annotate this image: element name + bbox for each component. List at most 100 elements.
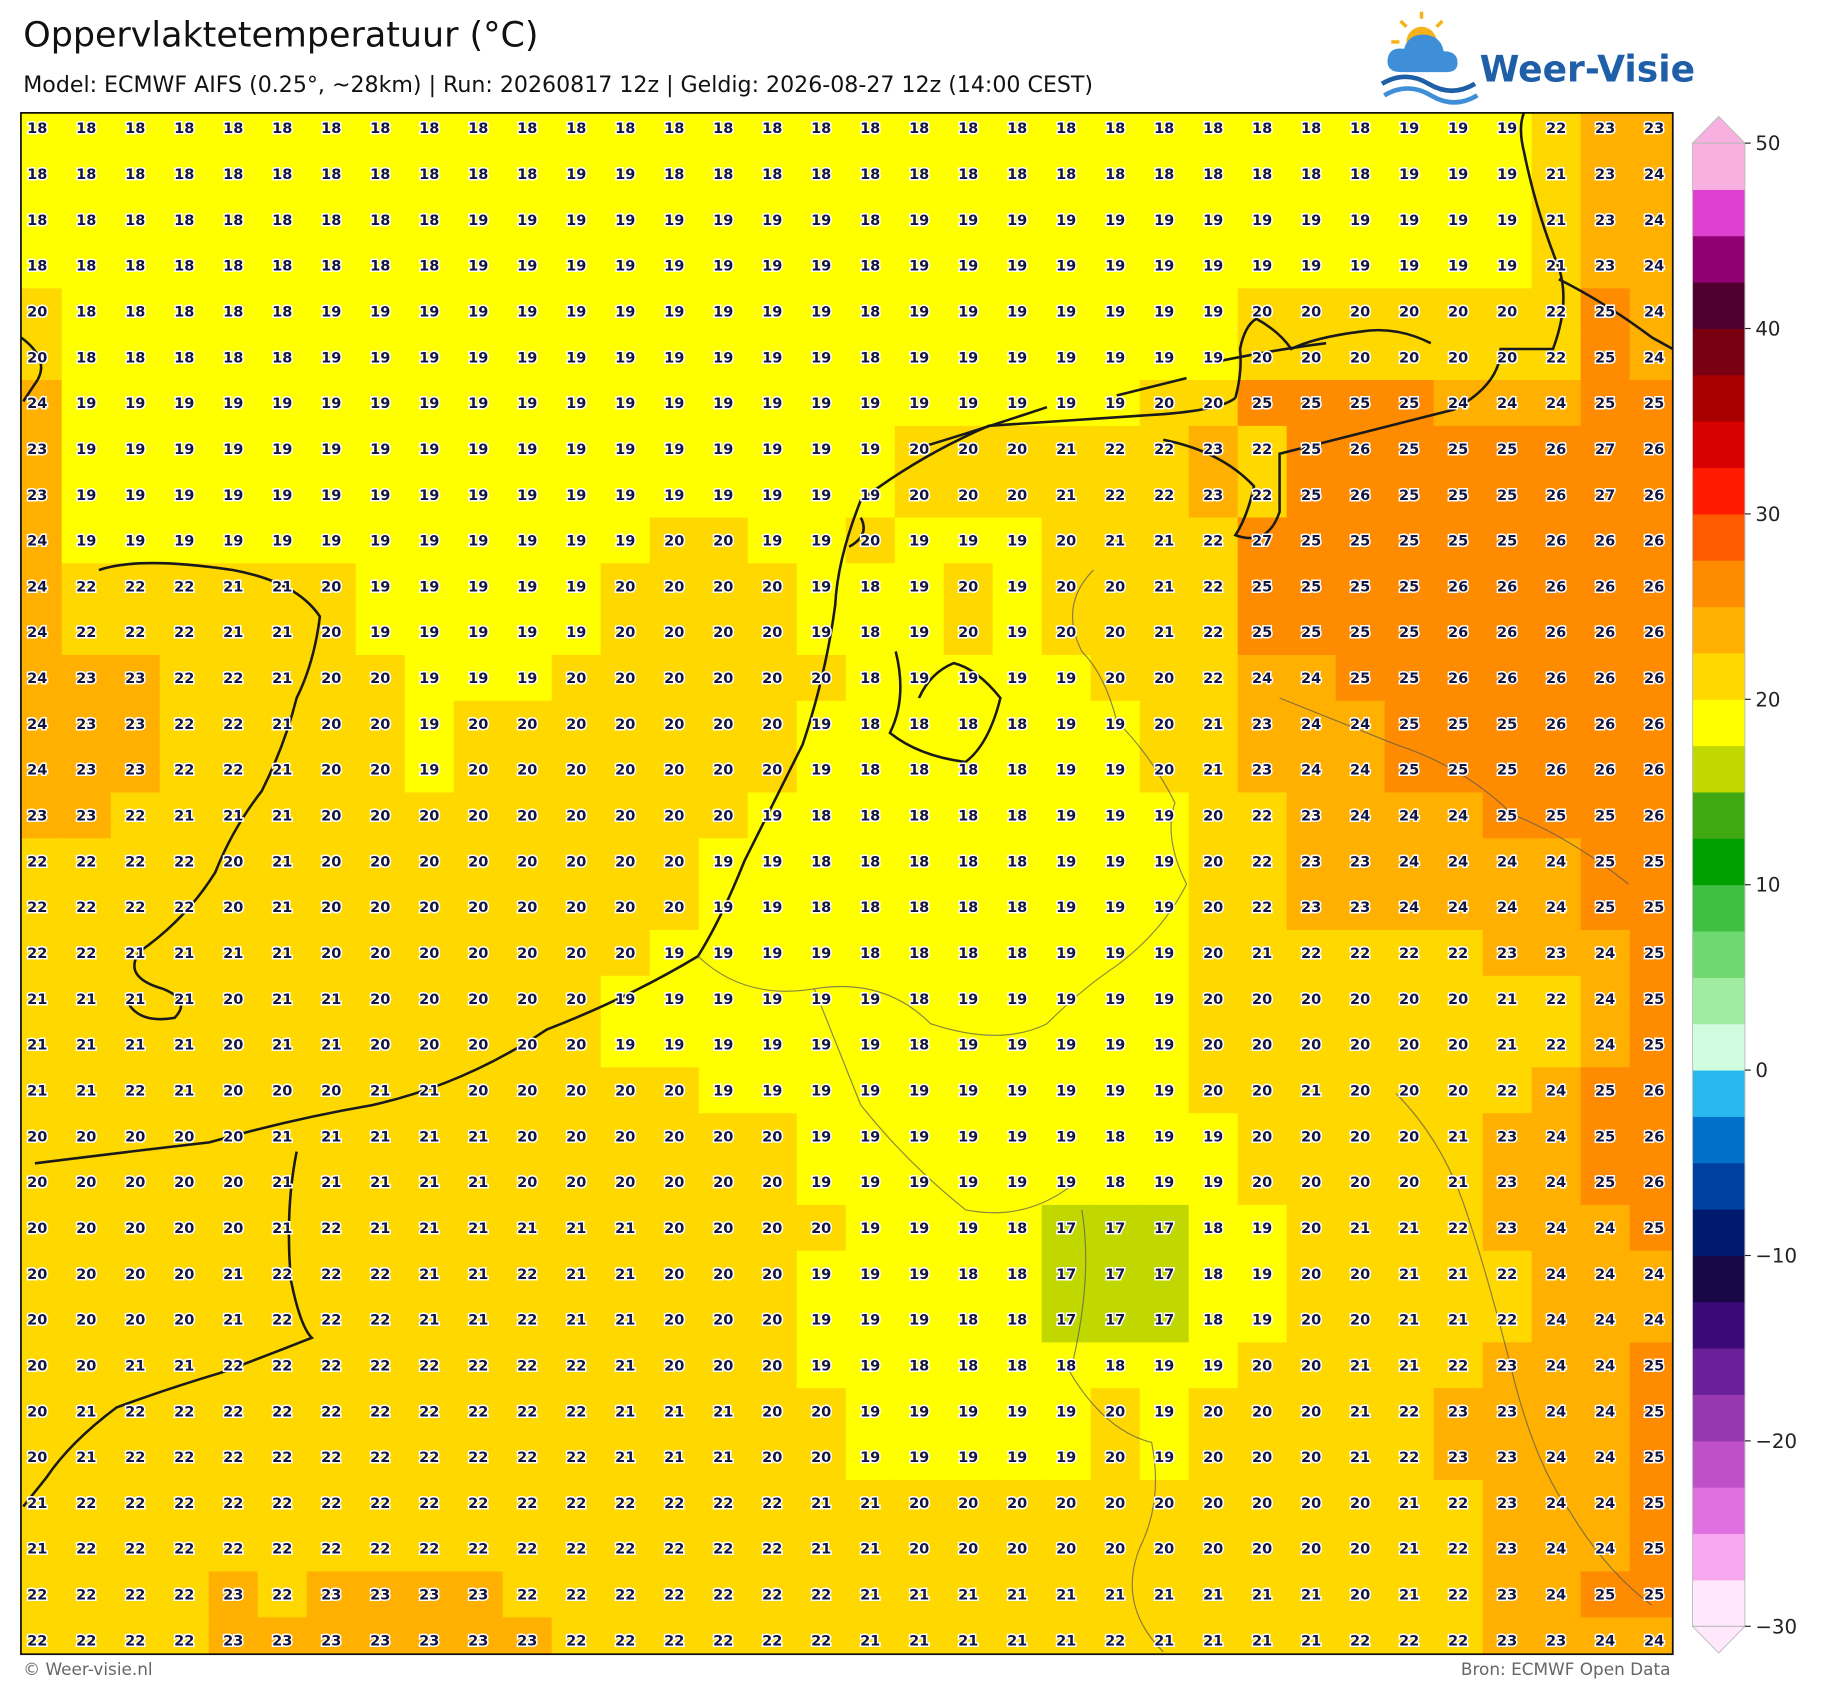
temperature-label: 20 — [517, 1038, 537, 1054]
temperature-label: 22 — [223, 1542, 243, 1558]
temperature-label: 19 — [1056, 1175, 1076, 1191]
temperature-label: 25 — [1252, 396, 1272, 412]
temperature-label: 26 — [1448, 579, 1468, 595]
temperature-label: 18 — [860, 259, 880, 275]
temperature-label: 23 — [125, 717, 145, 733]
temperature-label: 22 — [370, 1496, 390, 1512]
temperature-label: 19 — [958, 1450, 978, 1466]
temperature-label: 20 — [811, 1450, 831, 1466]
temperature-label: 25 — [1644, 1404, 1664, 1420]
temperature-label: 26 — [1350, 488, 1370, 504]
temperature-label: 20 — [517, 1129, 537, 1145]
temperature-label: 19 — [566, 442, 586, 458]
temperature-label: 22 — [468, 1496, 488, 1512]
temperature-cell — [404, 380, 455, 427]
temperature-label: 22 — [272, 1313, 292, 1329]
temperature-label: 21 — [468, 1313, 488, 1329]
temperature-label: 20 — [664, 854, 684, 870]
temperature-label: 19 — [615, 992, 635, 1008]
temperature-cell — [208, 380, 259, 427]
temperature-label: 18 — [958, 763, 978, 779]
temperature-label: 23 — [1497, 1496, 1517, 1512]
temperature-label: 22 — [1252, 900, 1272, 916]
temperature-label: 20 — [664, 671, 684, 687]
temperature-label: 19 — [860, 396, 880, 412]
temperature-cell — [600, 242, 651, 290]
temperature-label: 20 — [664, 579, 684, 595]
temperature-label: 19 — [1007, 1129, 1027, 1145]
temperature-label: 24 — [1497, 900, 1517, 916]
temperature-cell — [1433, 112, 1484, 152]
temperature-cell — [20, 196, 63, 244]
temperature-cell — [20, 242, 63, 290]
temperature-label: 26 — [1497, 625, 1517, 641]
temperature-label: 23 — [1546, 946, 1566, 962]
temperature-cell — [20, 380, 63, 427]
temperature-label: 19 — [1007, 304, 1027, 320]
temperature-label: 19 — [370, 350, 390, 366]
temperature-label: 22 — [1497, 1084, 1517, 1100]
temperature-label: 19 — [860, 1084, 880, 1100]
temperature-label: 18 — [909, 763, 929, 779]
temperature-label: 19 — [762, 946, 782, 962]
temperature-label: 21 — [1154, 534, 1174, 550]
temperature-label: 20 — [223, 1175, 243, 1191]
temperature-cell — [355, 150, 406, 198]
temperature-label: 20 — [321, 946, 341, 962]
temperature-label: 22 — [566, 1496, 586, 1512]
temperature-cell — [747, 334, 798, 381]
temperature-cell — [845, 196, 896, 244]
colorbar-tick-label: 20 — [1755, 688, 1780, 711]
temperature-label: 19 — [958, 1038, 978, 1054]
temperature-cell — [1580, 242, 1631, 290]
temperature-cell — [1531, 380, 1582, 427]
temperature-cell — [502, 242, 553, 290]
temperature-label: 18 — [1007, 717, 1027, 733]
temperature-label: 19 — [664, 946, 684, 962]
temperature-cell — [404, 196, 455, 244]
temperature-label: 21 — [272, 809, 292, 825]
temperature-cell — [1188, 380, 1239, 427]
temperature-label: 25 — [1644, 1588, 1664, 1604]
temperature-label: 20 — [1301, 1313, 1321, 1329]
temperature-label: 26 — [1448, 671, 1468, 687]
temperature-label: 19 — [713, 992, 733, 1008]
temperature-label: 18 — [958, 809, 978, 825]
temperature-label: 22 — [1448, 1633, 1468, 1649]
temperature-label: 22 — [1105, 1633, 1125, 1649]
temperature-label: 24 — [27, 671, 47, 687]
temperature-label: 18 — [958, 1358, 978, 1374]
temperature-label: 17 — [1056, 1267, 1076, 1283]
temperature-label: 20 — [419, 900, 439, 916]
temperature-label: 19 — [517, 350, 537, 366]
temperature-label: 20 — [1350, 1313, 1370, 1329]
temperature-label: 21 — [566, 1313, 586, 1329]
temperature-label: 23 — [517, 1633, 537, 1649]
temperature-label: 19 — [860, 442, 880, 458]
temperature-label: 18 — [76, 350, 96, 366]
temperature-label: 20 — [1399, 1129, 1419, 1145]
temperature-label: 18 — [125, 350, 145, 366]
temperature-label: 25 — [1595, 304, 1615, 320]
temperature-label: 18 — [860, 579, 880, 595]
temperature-cell — [1433, 196, 1484, 244]
temperature-label: 19 — [1105, 717, 1125, 733]
chart-subtitle: Model: ECMWF AIFS (0.25°, ~28km) | Run: … — [23, 72, 1093, 98]
temperature-cell — [698, 112, 749, 152]
temperature-label: 18 — [1007, 1267, 1027, 1283]
temperature-label: 18 — [811, 854, 831, 870]
temperature-label: 21 — [272, 1221, 292, 1237]
temperature-cell — [20, 288, 63, 335]
temperature-label: 21 — [1203, 717, 1223, 733]
map — [20, 112, 1673, 1655]
temperature-label: 20 — [1399, 304, 1419, 320]
temperature-label: 20 — [1448, 992, 1468, 1008]
temperature-label: 21 — [272, 1129, 292, 1145]
temperature-cell — [257, 196, 308, 244]
temperature-label: 20 — [174, 1267, 194, 1283]
temperature-cell — [355, 112, 406, 152]
temperature-label: 18 — [174, 304, 194, 320]
temperature-label: 19 — [762, 259, 782, 275]
temperature-cell — [1335, 288, 1386, 335]
temperature-cell — [1188, 334, 1239, 381]
